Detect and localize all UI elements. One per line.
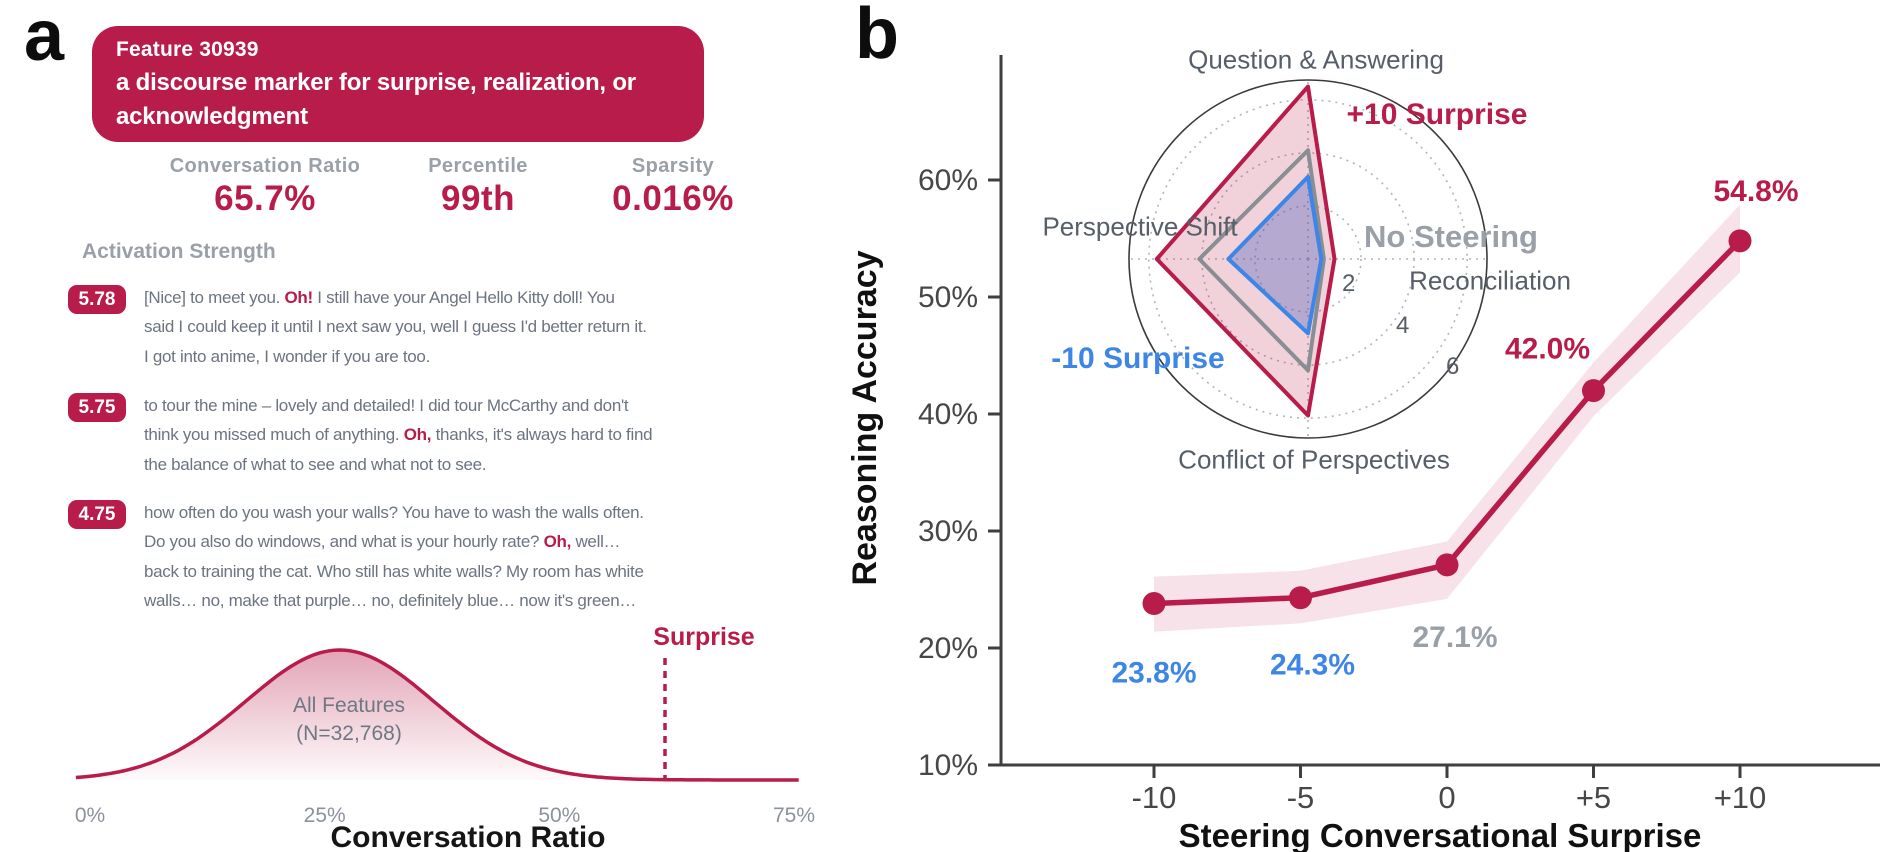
radar-legend-minus10-surprise: -10 Surprise: [1051, 342, 1225, 375]
svg-text:6: 6: [1446, 353, 1459, 380]
example-text-line: to tour the mine – lovely and detailed! …: [144, 391, 629, 421]
svg-text:-10: -10: [1132, 780, 1177, 815]
radar-legend-no-steering: No Steering: [1364, 219, 1538, 254]
stat-value: 65.7%: [214, 179, 316, 218]
radar-axis-perspective-shift: Perspective Shift: [1042, 211, 1238, 242]
radar-legend-plus10-surprise: +10 Surprise: [1346, 98, 1528, 131]
radar-axis-reconciliation: Reconciliation: [1409, 265, 1571, 296]
text-segment: the balance of what to see and what not …: [144, 455, 487, 474]
svg-text:+10: +10: [1714, 780, 1767, 815]
panel-a-letter: a: [24, 0, 64, 76]
svg-text:25%: 25%: [304, 804, 346, 827]
steering-radar-chart: 2 4 6: [1128, 79, 1488, 439]
example-text-line: [Nice] to meet you. Oh! I still have you…: [144, 283, 615, 313]
text-segment: how often do you wash your walls? You ha…: [144, 503, 644, 522]
stat-conversation-ratio: Conversation Ratio 65.7%: [115, 155, 415, 219]
activation-score-badge: 5.75: [68, 393, 126, 422]
text-segment: think you missed much of anything.: [144, 425, 404, 444]
text-segment: Do you also do windows, and what is your…: [144, 532, 544, 551]
text-segment: I still have your Angel Hello Kitty doll…: [312, 288, 615, 307]
feature-card: Feature 30939 a discourse marker for sur…: [92, 26, 704, 142]
example-text-line: the balance of what to see and what not …: [144, 450, 487, 480]
stat-label: Sparsity: [631, 155, 715, 177]
svg-text:10%: 10%: [918, 749, 978, 782]
example-text-line: Do you also do windows, and what is your…: [144, 527, 621, 557]
svg-text:24.3%: 24.3%: [1270, 649, 1355, 682]
svg-text:4: 4: [1396, 312, 1409, 339]
feature-description: a discourse marker for surprise, realiza…: [116, 69, 636, 130]
text-segment: [Nice] to meet you.: [144, 288, 285, 307]
svg-text:Reasoning Accuracy: Reasoning Accuracy: [846, 250, 884, 585]
reasoning-accuracy-line-chart: 10% 20% 30% 40% 50% 60% -10 -5 0 +5 +10 Steering Co…: [846, 55, 1880, 852]
svg-text:42.0%: 42.0%: [1505, 333, 1590, 366]
svg-text:40%: 40%: [918, 398, 978, 431]
panel-b-letter: b: [855, 0, 899, 74]
radar-axis-conflict-of-perspectives: Conflict of Perspectives: [1178, 444, 1450, 475]
svg-text:All Features: All Features: [293, 694, 405, 717]
activation-strength-header: Activation Strength: [82, 240, 276, 263]
activation-score-badge: 4.75: [68, 500, 126, 529]
svg-text:75%: 75%: [773, 804, 815, 827]
svg-text:30%: 30%: [918, 515, 978, 548]
feature-id: Feature 30939: [116, 38, 259, 61]
stat-percentile: Percentile 99th: [378, 155, 578, 219]
highlight-oh: Oh,: [403, 425, 432, 444]
stat-sparsity: Sparsity 0.016%: [558, 155, 788, 219]
svg-text:23.8%: 23.8%: [1111, 657, 1196, 690]
radar-axis-question-answering: Question & Answering: [1188, 44, 1444, 75]
stat-label: Conversation Ratio: [169, 155, 361, 177]
stat-value: 0.016%: [612, 179, 734, 218]
text-segment: well…: [571, 532, 621, 551]
example-text-line: I got into anime, I wonder if you are to…: [144, 342, 430, 372]
svg-text:0%: 0%: [75, 804, 105, 827]
example-text-line: said I could keep it until I next saw yo…: [144, 312, 647, 342]
svg-text:50%: 50%: [918, 281, 978, 314]
text-segment: I got into anime, I wonder if you are to…: [144, 347, 431, 366]
text-segment: said I could keep it until I next saw yo…: [144, 317, 647, 336]
highlight-oh: Oh,: [543, 532, 572, 551]
svg-text:54.8%: 54.8%: [1713, 175, 1798, 208]
example-text-line: walls… no, make that purple… no, definit…: [144, 586, 636, 616]
stat-value: 99th: [441, 179, 515, 218]
svg-text:20%: 20%: [918, 632, 978, 665]
svg-text:60%: 60%: [918, 164, 978, 197]
example-text-line: think you missed much of anything. Oh, t…: [144, 420, 653, 450]
example-text-line: back to training the cat. Who still has …: [144, 557, 644, 587]
text-segment: thanks, it's always hard to find: [431, 425, 653, 444]
svg-text:2: 2: [1342, 270, 1355, 297]
svg-text:-5: -5: [1287, 780, 1315, 815]
stat-label: Percentile: [428, 155, 528, 177]
svg-text:Surprise: Surprise: [653, 623, 755, 651]
svg-text:Steering Conversational Surpri: Steering Conversational Surprise: [1179, 817, 1702, 852]
svg-text:+5: +5: [1576, 780, 1611, 815]
svg-text:50%: 50%: [538, 804, 580, 827]
highlight-oh: Oh!: [284, 288, 313, 307]
svg-text:Conversation Ratio: Conversation Ratio: [330, 821, 605, 852]
svg-text:(N=32,768): (N=32,768): [296, 722, 402, 745]
activation-score-badge: 5.78: [68, 285, 126, 314]
conversation-ratio-distribution: Surprise 0% 25% 50% 75% Conversation Ratio All…: [75, 623, 815, 852]
text-segment: to tour the mine – lovely and detailed! …: [144, 396, 629, 415]
text-segment: back to training the cat. Who still has …: [144, 562, 644, 581]
text-segment: walls… no, make that purple… no, definit…: [144, 591, 637, 610]
svg-text:27.1%: 27.1%: [1412, 621, 1497, 654]
svg-text:0: 0: [1438, 780, 1455, 815]
example-text-line: how often do you wash your walls? You ha…: [144, 498, 644, 528]
